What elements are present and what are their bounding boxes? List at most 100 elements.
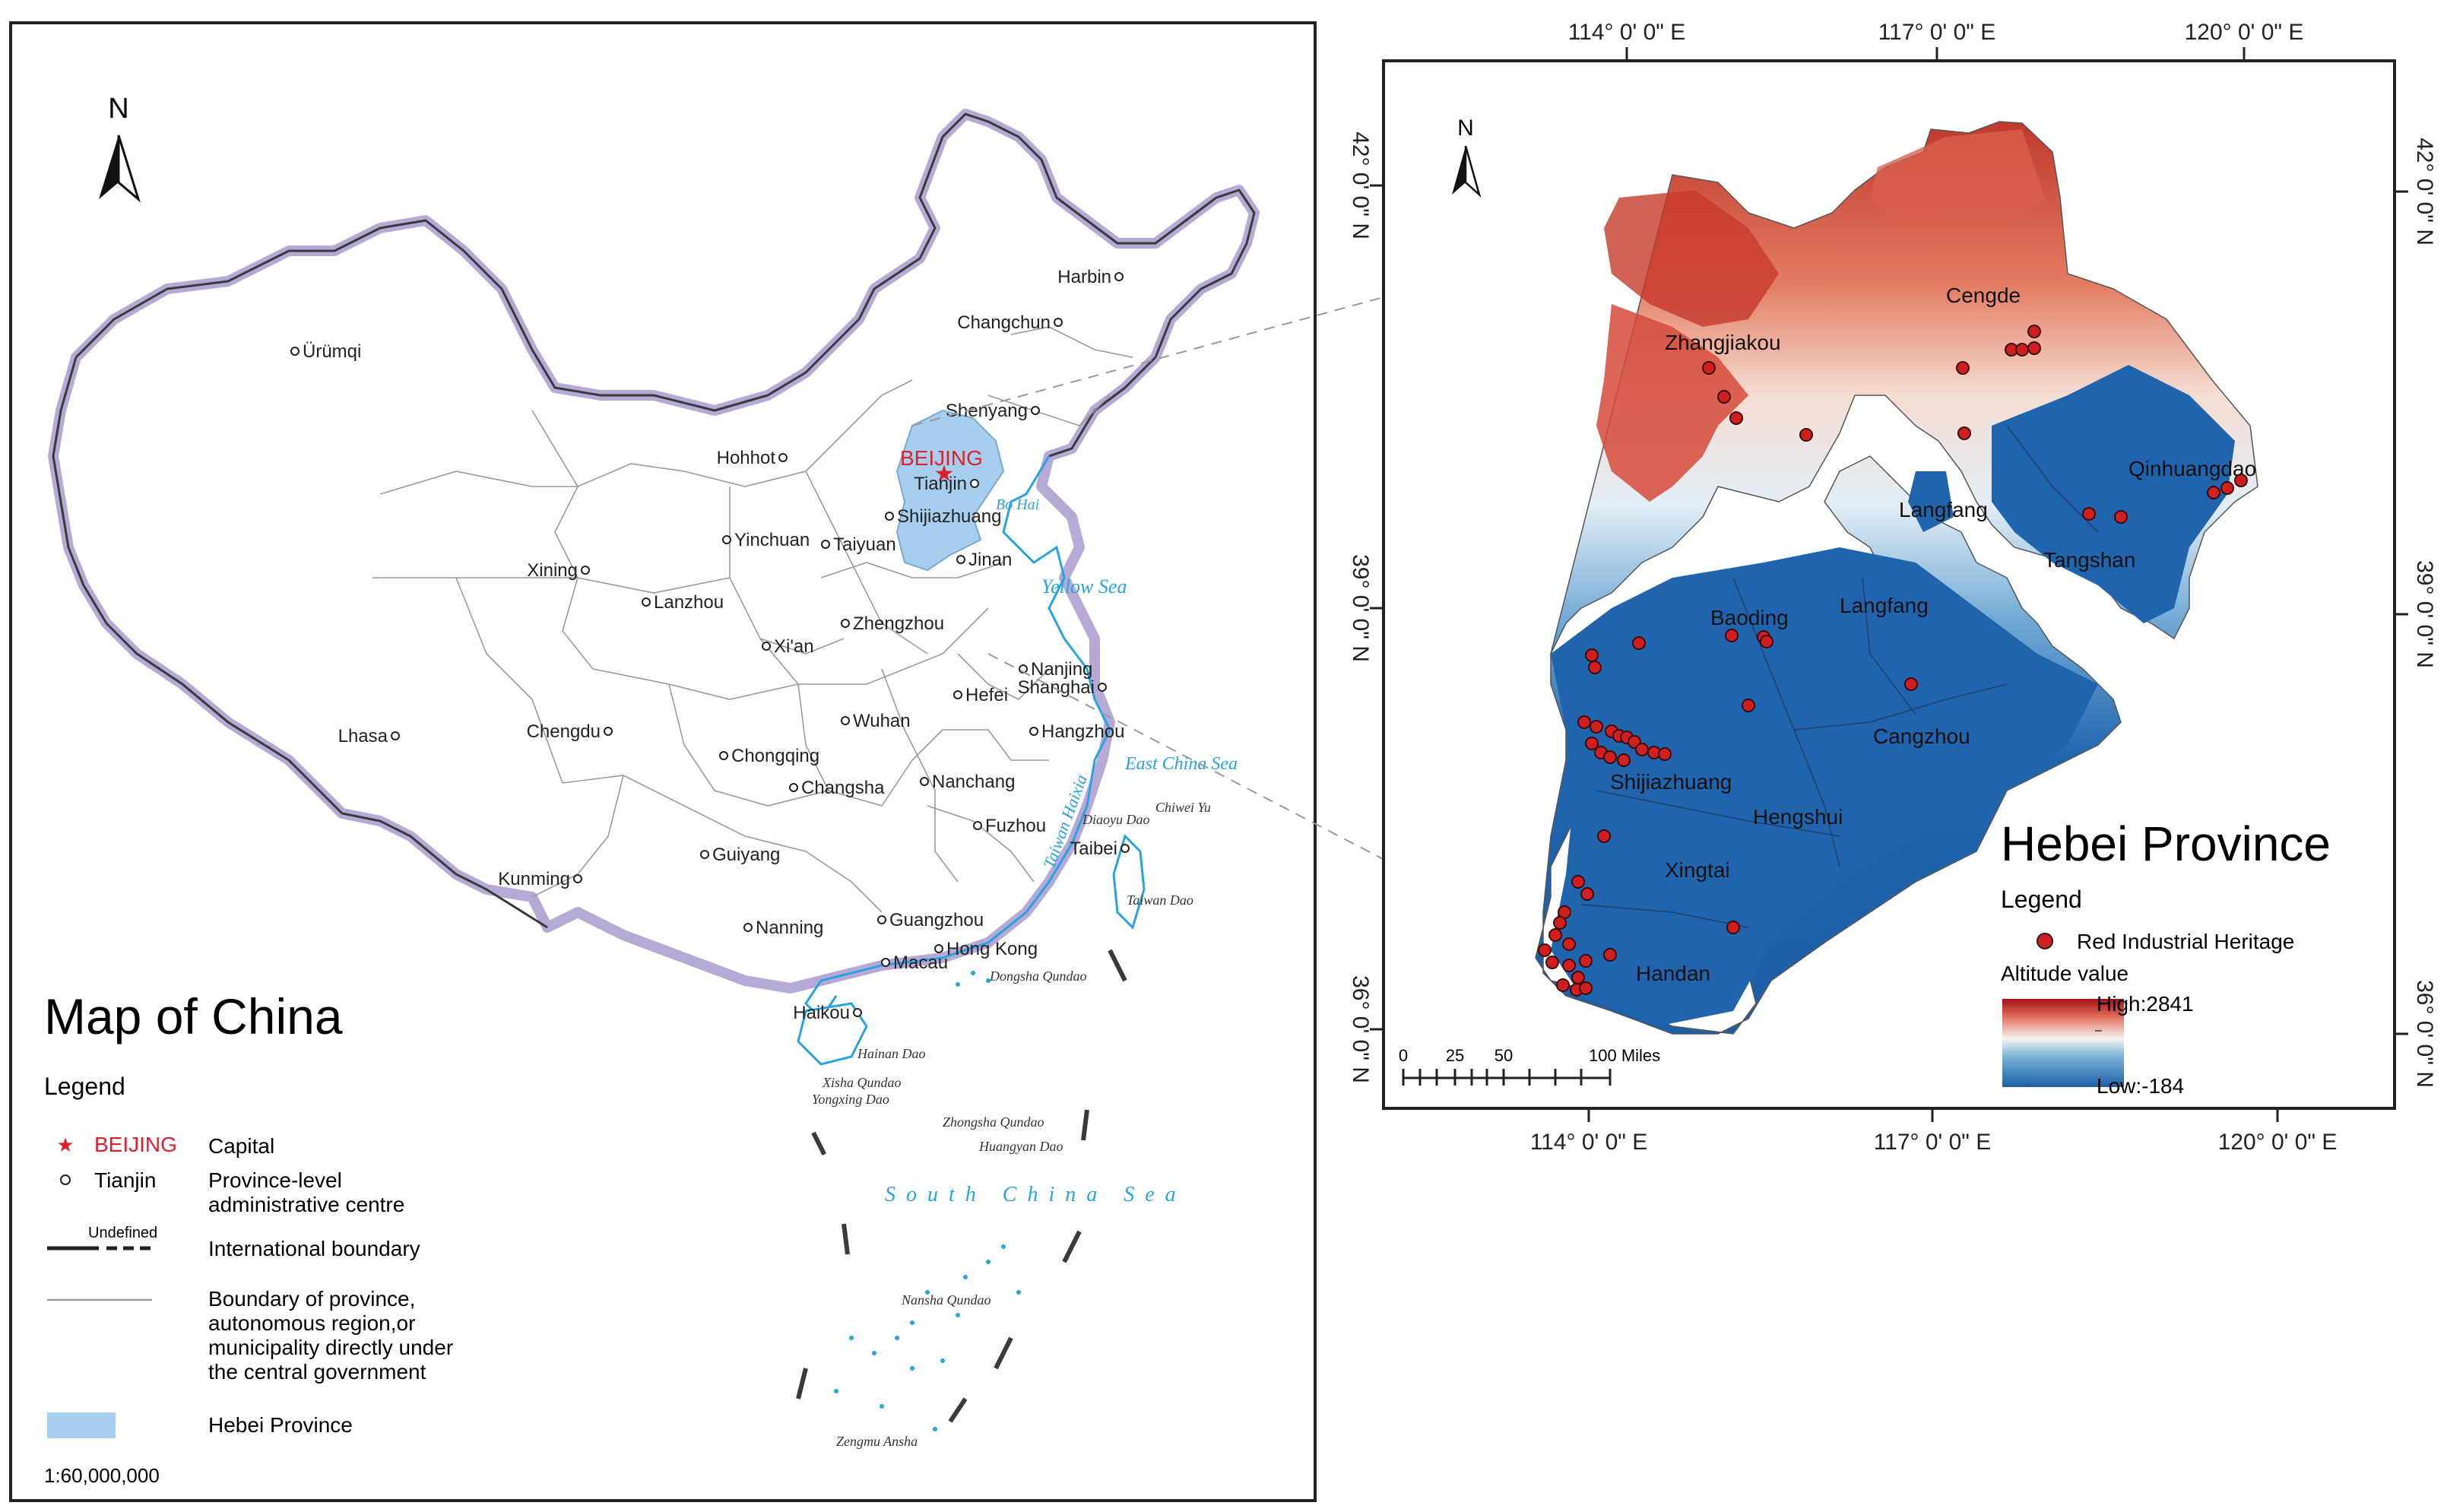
city-marker-nanning-icon bbox=[743, 923, 753, 932]
city-marker-changsha-icon bbox=[789, 783, 798, 792]
international-boundary-north bbox=[74, 113, 1256, 458]
hebei-city-langfang-6: Langfang bbox=[1840, 594, 1929, 617]
city-marker-xining-icon bbox=[581, 566, 590, 575]
heritage-site-dot-icon bbox=[1617, 753, 1631, 767]
province-boundaries bbox=[372, 326, 1133, 913]
city-marker-kunming-icon bbox=[573, 874, 582, 883]
terrain-langfang-enclave bbox=[1908, 471, 1954, 532]
city-label-nanchang: Nanchang bbox=[932, 772, 1015, 792]
sea-label-south-china-sea: South China Sea bbox=[885, 1183, 1187, 1206]
heritage-site-dot-icon bbox=[1585, 737, 1599, 750]
island-label-nansha-qundao: Nansha Qundao bbox=[901, 1292, 991, 1308]
city-marker-hangzhou-icon bbox=[1029, 727, 1038, 736]
hebei-district-boundaries bbox=[1580, 425, 2099, 928]
hebei-graticule-ticks bbox=[1370, 47, 2408, 1122]
city-label-wuhan: Wuhan bbox=[853, 711, 911, 731]
city-label-xi-an: Xi'an bbox=[774, 636, 814, 657]
island-label-diaoyu-dao: Diaoyu Dao bbox=[1082, 812, 1150, 827]
left-tick-39: 39° 0' 0" N bbox=[1348, 554, 1373, 662]
capital-star-icon: ★ bbox=[934, 461, 955, 487]
legend-capital-desc: Capital bbox=[208, 1134, 274, 1158]
city-label-tianjin: Tianjin bbox=[914, 474, 967, 494]
heritage-site-dot-icon bbox=[1799, 428, 1813, 442]
heritage-site-dot-icon bbox=[1635, 743, 1649, 756]
hebei-city-cengde-0: Cengde bbox=[1946, 284, 2021, 307]
island-label-yongxing-dao: Yongxing Dao bbox=[812, 1092, 889, 1107]
south-china-sea-islands bbox=[834, 971, 1021, 1431]
heritage-site-dot-icon bbox=[1729, 411, 1743, 425]
city-label-taibei: Taibei bbox=[1070, 838, 1117, 859]
legend-altitude-high: High:2841 bbox=[2097, 992, 2194, 1016]
city-label-hong-kong: Hong Kong bbox=[946, 939, 1038, 959]
city-marker-xi-an-icon bbox=[762, 642, 771, 651]
heritage-site-dot-icon bbox=[1726, 921, 1740, 934]
heritage-site-dot-icon bbox=[1579, 981, 1593, 995]
heritage-site-dot-icon bbox=[1603, 750, 1617, 764]
bottom-tick-117: 117° 0' 0" E bbox=[1874, 1130, 1992, 1155]
city-marker-chongqing-icon bbox=[719, 751, 728, 760]
left-tick-36: 36° 0' 0" N bbox=[1348, 975, 1373, 1083]
scale-tick-50: 50 bbox=[1495, 1046, 1513, 1065]
china-north-arrow-icon: N bbox=[99, 93, 141, 203]
heritage-site-dot-icon bbox=[1590, 720, 1603, 734]
legend-altitude-ramp bbox=[2002, 999, 2124, 1087]
china-legend-heading: Legend bbox=[44, 1073, 125, 1100]
city-marker-chengdu-icon bbox=[604, 727, 613, 736]
heritage-site-dot-icon bbox=[2082, 507, 2096, 521]
city-label-haikou: Haikou bbox=[793, 1003, 850, 1023]
taiwan-island bbox=[1112, 834, 1146, 930]
bottom-tick-114: 114° 0' 0" E bbox=[1530, 1130, 1648, 1155]
heritage-site-dot-icon bbox=[2027, 341, 2041, 355]
heritage-site-dot-icon bbox=[1725, 629, 1739, 642]
legend-hebei-swatch bbox=[47, 1412, 116, 1438]
heritage-site-dot-icon bbox=[1904, 677, 1918, 691]
legend-altitude-title: Altitude value bbox=[2001, 962, 2128, 985]
hebei-city-zhangjiakou-1: Zhangjiakou bbox=[1665, 331, 1781, 354]
city-label-hangzhou: Hangzhou bbox=[1041, 721, 1124, 742]
hebei-highlight bbox=[895, 409, 1005, 572]
city-label-hefei: Hefei bbox=[965, 685, 1008, 705]
city-marker-lanzhou-icon bbox=[642, 598, 651, 607]
hebei-graticule-labels: 114° 0' 0" E 117° 0' 0" E 120° 0' 0" E 1… bbox=[1348, 20, 2437, 1155]
city-label-xining: Xining bbox=[527, 560, 578, 581]
heritage-site-dot-icon bbox=[1553, 916, 1567, 930]
hebei-legend-heading: Legend bbox=[2001, 886, 2082, 913]
terrain-high-zhangjiakou bbox=[1596, 304, 1748, 502]
island-label-hainan-dao: Hainan Dao bbox=[857, 1046, 926, 1061]
city-marker-macau-icon bbox=[881, 958, 890, 967]
city-marker-lhasa-icon bbox=[391, 731, 400, 740]
island-label-xisha-qundao: Xisha Qundao bbox=[822, 1075, 902, 1090]
heritage-site-dot-icon bbox=[2015, 343, 2029, 357]
hebei-city-handan-11: Handan bbox=[1636, 962, 1710, 985]
hebei-north-label: N bbox=[1457, 116, 1474, 141]
heritage-site-dot-icon bbox=[1562, 937, 1576, 951]
hebei-north-arrow-icon: N bbox=[1452, 116, 1482, 198]
city-marker-shenyang-icon bbox=[1031, 406, 1040, 415]
city-marker-hohhot-icon bbox=[778, 453, 788, 462]
city-label-yinchuan: Yinchuan bbox=[734, 530, 810, 550]
heritage-site-dot-icon bbox=[1702, 361, 1716, 375]
city-marker-shijiazhuang-icon bbox=[885, 512, 894, 521]
city-label-fuzhou: Fuzhou bbox=[985, 816, 1046, 836]
city-marker-r-mqi-icon bbox=[290, 347, 300, 356]
island-label-chiwei-yu: Chiwei Yu bbox=[1155, 800, 1211, 815]
city-label-guiyang: Guiyang bbox=[712, 845, 780, 865]
city-marker-taibei-icon bbox=[1120, 844, 1130, 853]
city-label-jinan: Jinan bbox=[968, 550, 1012, 570]
hebei-city-cangzhou-7: Cangzhou bbox=[1873, 724, 1970, 748]
nine-dash-line bbox=[796, 949, 1127, 1423]
city-label-r-mqi: Ürümqi bbox=[303, 341, 361, 362]
city-marker-zhengzhou-icon bbox=[841, 619, 850, 628]
city-marker-jinan-icon bbox=[956, 555, 965, 564]
legend-province-sample: Tianjin bbox=[94, 1168, 156, 1192]
heritage-site-dot-icon bbox=[1588, 661, 1602, 674]
china-north-label: N bbox=[108, 93, 128, 125]
left-tick-42: 42° 0' 0" N bbox=[1348, 132, 1373, 239]
city-label-chongqing: Chongqing bbox=[731, 746, 819, 766]
sea-label-east-china-sea: East China Sea bbox=[1124, 754, 1238, 774]
city-marker-yinchuan-icon bbox=[722, 535, 731, 544]
heritage-site-dot-icon bbox=[2114, 510, 2128, 524]
right-tick-42: 42° 0' 0" N bbox=[2412, 138, 2437, 246]
terrain-low-tangshan bbox=[1992, 365, 2235, 623]
city-marker-haikou-icon bbox=[853, 1008, 862, 1017]
